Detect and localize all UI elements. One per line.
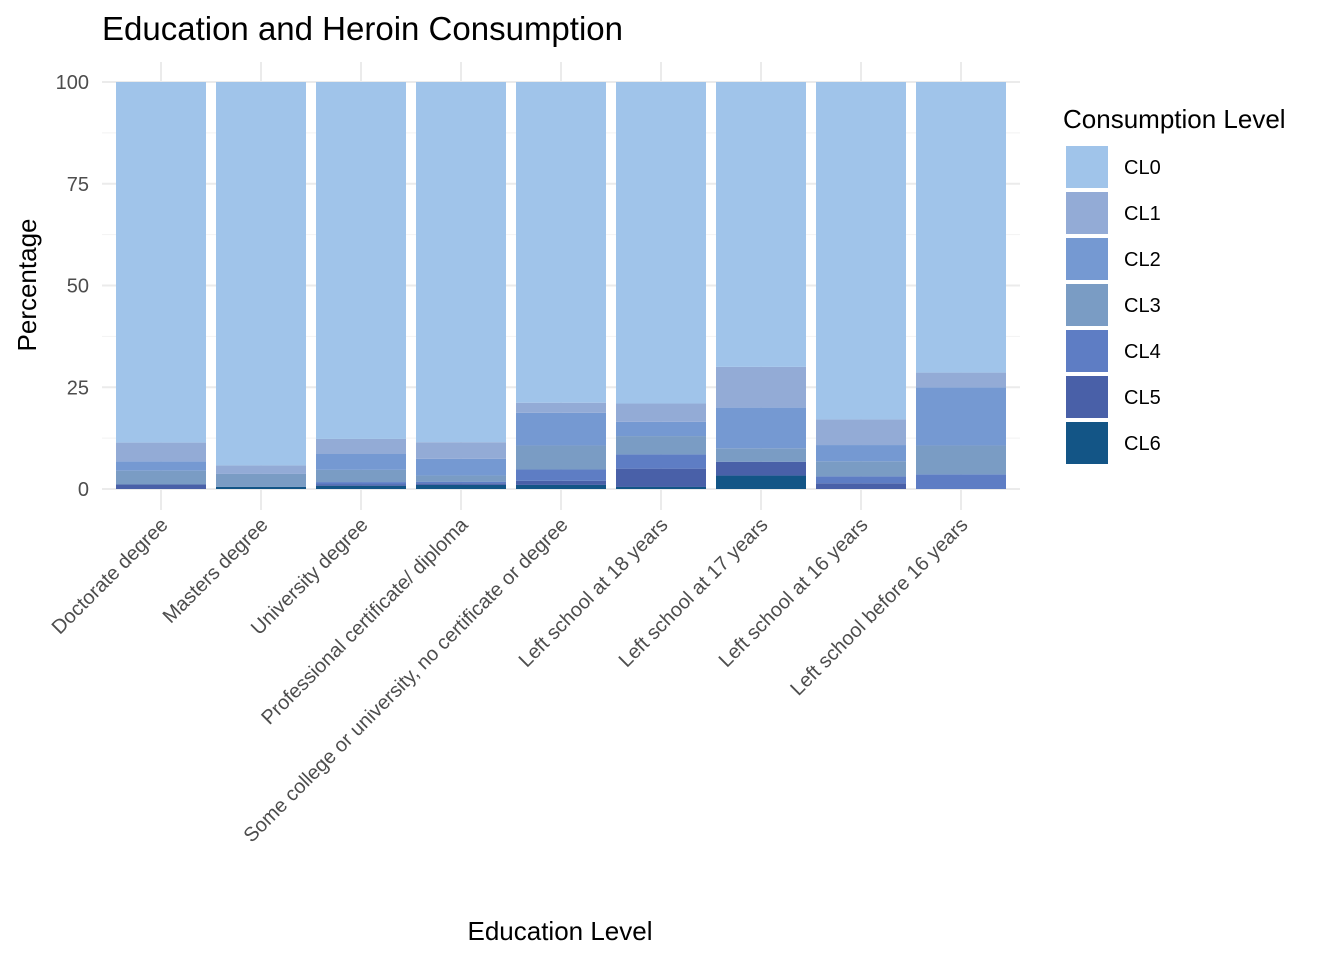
- legend-label: CL3: [1124, 295, 1161, 317]
- bar-segment-cl1: University degree — CL1: 3.7%: [316, 438, 406, 454]
- legend-label: CL1: [1124, 203, 1161, 225]
- bar-segment-cl4: University degree — CL4: 0.6%: [316, 482, 406, 485]
- bar-segment-cl6: Some college or university, no certifica…: [516, 484, 606, 489]
- bar-segment-cl5: Left school at 18 years — CL5: 4.5%: [616, 468, 706, 487]
- bar-segment-cl3: Some college or university, no certifica…: [516, 445, 606, 470]
- x-tick-label: Left school before 16 years: [786, 514, 972, 700]
- bar-segment-cl2: Left school at 17 years — CL2: 10%: [716, 407, 806, 449]
- bar-segment-cl2: Professional certificate/ diploma — CL2:…: [416, 458, 506, 476]
- bar-segment-cl4: Some college or university, no certifica…: [516, 469, 606, 481]
- bar-segment-cl2: Left school at 16 years — CL2: 4%: [816, 445, 906, 462]
- bar-segment-cl6: Left school at 18 years — CL6: 0.5%: [616, 486, 706, 489]
- bar-segment-cl5: University degree — CL5: 0.3%: [316, 484, 406, 486]
- x-tick-label: Masters degree: [159, 514, 273, 628]
- bar-segment-cl5: Left school at 16 years — CL5: 1.4%: [816, 483, 906, 489]
- y-tick-label: 0: [78, 479, 89, 501]
- bar-segment-cl3: Left school before 16 years — CL3: 7.1%: [916, 445, 1006, 475]
- bar-segment-cl1: Left school at 18 years — CL1: 4.5%: [616, 403, 706, 422]
- bar-segment-cl3: University degree — CL3: 3%: [316, 469, 406, 483]
- legend-title: Consumption Level: [1063, 104, 1286, 134]
- y-axis-ticks: 0 25 50 75 100: [56, 72, 89, 501]
- y-axis-title: Percentage: [12, 219, 42, 352]
- y-tick-label: 100: [56, 72, 89, 94]
- legend-key-cl0: [1066, 146, 1108, 188]
- bar-segment-cl3: Left school at 17 years — CL3: 3.3%: [716, 448, 806, 462]
- bar-segment-cl2: Doctorate degree — CL2: 2.3%: [116, 461, 206, 471]
- legend-label: CL4: [1124, 341, 1161, 363]
- bar-segment-cl0: Left school at 16 years — CL0: 82.9%: [816, 82, 906, 420]
- bar-segment-cl6: University degree — CL6: 0.8%: [316, 485, 406, 489]
- bar-segment-cl5: Professional certificate/ diploma — CL5:…: [416, 483, 506, 485]
- legend-key-cl2: [1066, 238, 1108, 280]
- bar-segment-cl2: Left school at 18 years — CL2: 3.5%: [616, 421, 706, 437]
- bar-segment-cl2: Left school before 16 years — CL2: 14.3%: [916, 387, 1006, 446]
- bar-segment-cl1: Doctorate degree — CL1: 4.6%: [116, 442, 206, 462]
- bar-segment-cl3: Professional certificate/ diploma — CL3:…: [416, 475, 506, 482]
- legend-key-cl4: [1066, 330, 1108, 372]
- bar-segment-cl5: Left school at 17 years — CL5: 3.4%: [716, 461, 806, 476]
- bar-segment-cl0: Doctorate degree — CL0: 88.6%: [116, 82, 206, 443]
- bar-segment-cl1: Left school at 17 years — CL1: 10%: [716, 366, 806, 408]
- bar-segment-cl0: Left school before 16 years — CL0: 71.4%: [916, 82, 1006, 373]
- bar-segment-cl3: Left school at 18 years — CL3: 4.5%: [616, 436, 706, 455]
- legend-label: CL0: [1124, 157, 1161, 179]
- bar-segment-cl0: Left school at 17 years — CL0: 70%: [716, 82, 806, 367]
- legend-key-cl1: [1066, 192, 1108, 234]
- x-tick-label: Doctorate degree: [48, 514, 173, 639]
- bars: Doctorate degree — CL5: 1.1%Doctorate de…: [116, 82, 1006, 489]
- y-tick-label: 50: [67, 276, 89, 298]
- x-axis-title: Education Level: [467, 916, 652, 946]
- bar-segment-cl0: Professional certificate/ diploma — CL0:…: [416, 82, 506, 443]
- bar-segment-cl5: Doctorate degree — CL5: 1.1%: [116, 484, 206, 489]
- bar-segment-cl6: Masters degree — CL6: 0.5%: [216, 486, 306, 489]
- bar-segment-cl0: Left school at 18 years — CL0: 79%: [616, 82, 706, 404]
- chart-title: Education and Heroin Consumption: [102, 10, 623, 47]
- bar-segment-cl0: Masters degree — CL0: 94.2%: [216, 82, 306, 466]
- bar-segment-cl3: Doctorate degree — CL3: 3.4%: [116, 470, 206, 485]
- bar-segment-cl6: Left school at 17 years — CL6: 3.3%: [716, 475, 806, 489]
- bar-segment-cl6: Professional certificate/ diploma — CL6:…: [416, 484, 506, 489]
- y-tick-label: 75: [67, 174, 89, 196]
- legend: Consumption Level CL0 CL1 CL2 CL3 CL4 CL5 CL6: [1063, 104, 1286, 464]
- legend-label: CL6: [1124, 433, 1161, 455]
- bar-segment-cl1: Some college or university, no certifica…: [516, 402, 606, 413]
- bar-segment-cl0: Some college or university, no certifica…: [516, 82, 606, 403]
- bar-segment-cl1: Left school before 16 years — CL1: 3.6%: [916, 372, 1006, 388]
- legend-label: CL2: [1124, 249, 1161, 271]
- bar-segment-cl4: Left school at 18 years — CL4: 3.5%: [616, 454, 706, 469]
- bar-segment-cl2: University degree — CL2: 3.9%: [316, 453, 406, 470]
- bar-segment-cl4: Professional certificate/ diploma — CL4:…: [416, 481, 506, 484]
- bar-segment-cl1: Left school at 16 years — CL1: 6.3%: [816, 419, 906, 446]
- bar-segment-cl4: Left school at 16 years — CL4: 1.7%: [816, 476, 906, 484]
- bar-segment-cl1: Masters degree — CL1: 2.1%: [216, 465, 306, 474]
- bar-segment-cl4: Left school before 16 years — CL4: 3.6%: [916, 474, 1006, 489]
- legend-key-cl3: [1066, 284, 1108, 326]
- y-tick-label: 25: [67, 377, 89, 399]
- x-tick-label: Professional certificate/ diploma: [257, 513, 473, 729]
- bar-segment-cl5: Some college or university, no certifica…: [516, 480, 606, 485]
- bar-segment-cl3: Left school at 16 years — CL3: 3.7%: [816, 461, 906, 477]
- bar-segment-cl2: Some college or university, no certifica…: [516, 412, 606, 446]
- bar-segment-cl3: Masters degree — CL3: 3.2%: [216, 473, 306, 487]
- legend-label: CL5: [1124, 387, 1161, 409]
- legend-key-cl6: [1066, 422, 1108, 464]
- legend-key-cl5: [1066, 376, 1108, 418]
- bar-segment-cl1: Professional certificate/ diploma — CL1:…: [416, 442, 506, 459]
- bar-segment-cl0: University degree — CL0: 87.7%: [316, 82, 406, 439]
